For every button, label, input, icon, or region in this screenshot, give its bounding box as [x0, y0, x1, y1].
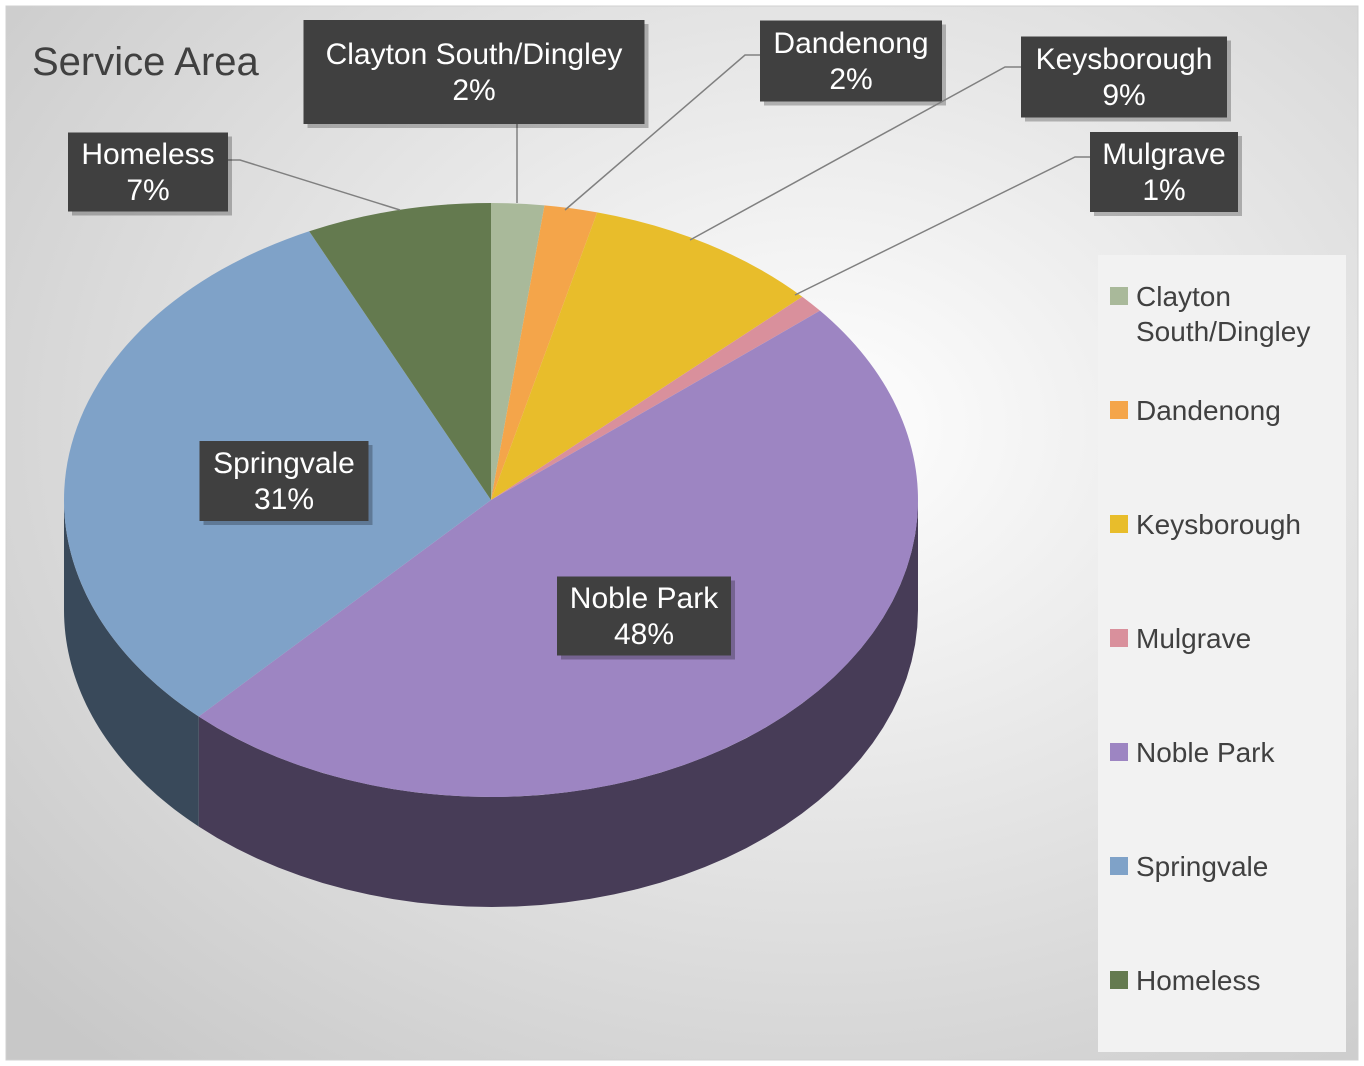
legend-entry: Noble Park — [1110, 735, 1338, 849]
label-name: Noble Park — [570, 582, 719, 615]
legend-swatch — [1110, 401, 1128, 419]
legend-entry: Homeless — [1110, 963, 1338, 1066]
leader-line — [689, 66, 1021, 241]
label-value: 7% — [126, 174, 169, 207]
slice — [491, 212, 803, 500]
legend-swatch — [1110, 857, 1128, 875]
legend-entry: Clayton South/Dingley — [1110, 279, 1338, 393]
label-value: 9% — [1102, 79, 1145, 112]
legend-swatch — [1110, 971, 1128, 989]
data-labels: Clayton South/Dingley2%Dandenong2%Keysbo… — [68, 20, 1242, 660]
label-box — [68, 132, 228, 212]
label-name: Clayton South/Dingley — [326, 38, 623, 71]
slice — [198, 310, 918, 797]
slice — [491, 205, 598, 501]
legend-entry: Keysborough — [1110, 507, 1338, 621]
legend-entry: Springvale — [1110, 849, 1338, 963]
slice — [309, 203, 491, 500]
label-value: 2% — [452, 74, 495, 107]
legend-label: Homeless — [1136, 965, 1261, 996]
label-name: Springvale — [213, 447, 355, 480]
label-box — [557, 576, 731, 656]
legend-entry: Mulgrave — [1110, 621, 1338, 735]
label-box — [1090, 132, 1238, 212]
legend-label: Noble Park — [1136, 737, 1275, 768]
label-box — [303, 20, 645, 124]
label-value: 48% — [614, 618, 674, 651]
legend-entry: Dandenong — [1110, 393, 1338, 507]
label-name: Keysborough — [1036, 43, 1213, 76]
label-value: 1% — [1142, 174, 1185, 207]
legend-label: Springvale — [1136, 851, 1269, 882]
legend: Clayton South/Dingley Dandenong Keysboroug… — [1098, 255, 1346, 1052]
label-name: Dandenong — [773, 27, 928, 60]
legend-label: Mulgrave — [1136, 623, 1252, 654]
legend-swatch — [1110, 287, 1128, 305]
label-value: 2% — [829, 63, 872, 96]
label-box — [199, 441, 369, 521]
slice — [491, 296, 821, 500]
leader-line — [228, 159, 401, 211]
legend-swatch — [1110, 743, 1128, 761]
legend-swatch — [1110, 629, 1128, 647]
label-name: Mulgrave — [1102, 138, 1225, 171]
label-value: 31% — [254, 483, 314, 516]
legend-label: Clayton South/Dingley — [1136, 281, 1311, 347]
label-box — [760, 20, 942, 102]
slice-side — [64, 500, 199, 827]
slice — [491, 203, 545, 500]
pie — [64, 203, 919, 907]
legend-swatch — [1110, 515, 1128, 533]
label-box — [1021, 36, 1227, 118]
chart-title: Service Area — [32, 40, 260, 84]
label-name: Homeless — [81, 138, 214, 171]
slice-side — [198, 500, 919, 907]
leader-line — [794, 156, 1090, 296]
legend-label: Keysborough — [1136, 509, 1302, 540]
leader-line — [564, 54, 760, 211]
legend-label: Dandenong — [1136, 395, 1281, 426]
